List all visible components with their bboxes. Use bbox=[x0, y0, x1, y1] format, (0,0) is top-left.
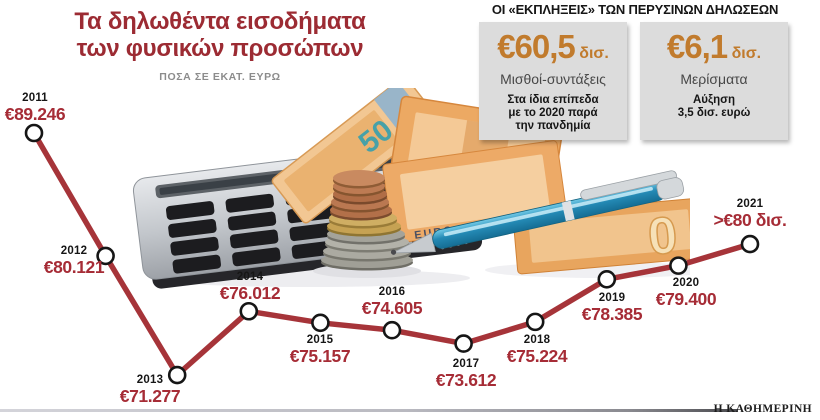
surprises-header: ΟΙ «ΕΚΠΛΗΞΕΙΣ» ΤΩΝ ΠΕΡΥΣΙΝΩΝ ΔΗΛΩΣΕΩΝ bbox=[491, 2, 779, 17]
stat-unit: δισ. bbox=[579, 45, 609, 62]
calculator-key bbox=[227, 211, 277, 231]
stat-box-salaries-pensions: €60,5 δισ. Μισθοί-συντάξεις Στα ίδια επί… bbox=[479, 22, 627, 140]
data-point-marker-2013 bbox=[167, 365, 187, 385]
stat-note: Στα ίδια επίπεδα με το 2020 παρά την παν… bbox=[507, 94, 599, 133]
data-point-marker-2021 bbox=[740, 234, 760, 254]
title-line-1: Τα δηλωθέντα εισοδήματα bbox=[74, 8, 366, 35]
data-point-marker-2018 bbox=[525, 312, 545, 332]
stat-box-dividends: €6,1 δισ. Μερίσματα Αύξηση 3,5 δισ. ευρώ bbox=[640, 22, 788, 140]
stat-note: Αύξηση 3,5 δισ. ευρώ bbox=[677, 94, 751, 120]
stat-value-salaries: €60,5 δισ. bbox=[479, 30, 627, 63]
calculator-key bbox=[168, 218, 217, 238]
calculator-key bbox=[225, 193, 274, 213]
calculator-key bbox=[170, 236, 219, 256]
surprises-panel: ΟΙ «ΕΚΠΛΗΞΕΙΣ» ΤΩΝ ΠΕΡΥΣΙΝΩΝ ΔΗΛΩΣΕΩΝ €6… bbox=[479, 0, 791, 140]
stat-boxes: €60,5 δισ. Μισθοί-συντάξεις Στα ίδια επί… bbox=[479, 22, 791, 140]
data-point-marker-2017 bbox=[454, 334, 473, 353]
data-point-marker-2016 bbox=[382, 320, 402, 340]
calculator-key bbox=[172, 254, 221, 274]
title-line-2: των φυσικών προσώπων bbox=[76, 35, 364, 63]
footer-divider bbox=[0, 409, 738, 412]
stat-amount: €60,5 bbox=[497, 28, 576, 65]
data-point-marker-2020 bbox=[669, 256, 688, 275]
title-block: Τα δηλωθέντα εισοδήματα των φυσικών προσ… bbox=[50, 8, 390, 83]
stat-unit: δισ. bbox=[731, 45, 762, 62]
money-photo-illustration: 50 EURO 0 bbox=[132, 88, 690, 289]
data-point-marker-2011 bbox=[24, 123, 44, 143]
banknote-zero-text: 0 bbox=[646, 206, 680, 266]
pen-illustration bbox=[390, 170, 685, 255]
stat-label: Μισθοί-συντάξεις bbox=[500, 71, 606, 87]
stat-amount: €6,1 bbox=[666, 28, 728, 65]
calculator-key bbox=[289, 222, 338, 242]
data-point-marker-2012 bbox=[96, 246, 115, 266]
page-title: Τα δηλωθέντα εισοδήματα των φυσικών προσ… bbox=[50, 8, 390, 62]
data-point-marker-2019 bbox=[597, 269, 617, 289]
data-point-marker-2014 bbox=[239, 301, 259, 321]
stat-value-dividends: €6,1 δισ. bbox=[640, 30, 788, 63]
stat-label: Μερίσματα bbox=[680, 71, 748, 87]
calculator-key bbox=[165, 201, 215, 220]
coin bbox=[333, 170, 385, 186]
calculator-key bbox=[229, 229, 279, 249]
brand-logo: Η ΚΑΘΗΜΕΡΙΝΗ bbox=[713, 403, 812, 415]
data-point-marker-2015 bbox=[311, 313, 330, 333]
chart-units-label: ΠΟΣΑ ΣΕ ΕΚΑΤ. ΕΥΡΩ bbox=[159, 71, 281, 84]
coin-stack-illustration bbox=[321, 170, 413, 271]
calculator-key bbox=[232, 247, 281, 267]
